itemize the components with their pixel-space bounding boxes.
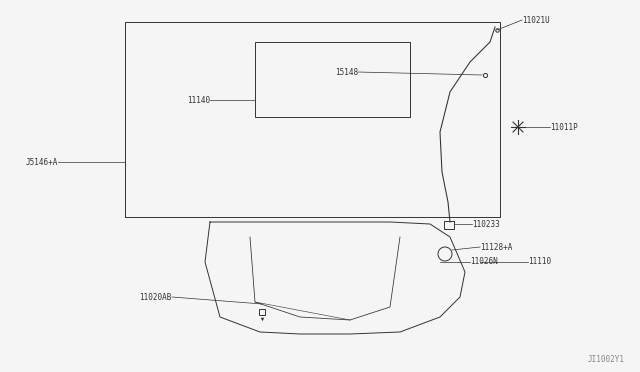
Text: 11011P: 11011P — [550, 122, 578, 131]
Text: 11026N: 11026N — [470, 257, 498, 266]
Text: 11128+A: 11128+A — [480, 243, 513, 251]
Text: 110233: 110233 — [472, 219, 500, 228]
Text: 11140: 11140 — [187, 96, 210, 105]
Bar — [444, 221, 454, 229]
Text: 15148: 15148 — [335, 67, 358, 77]
Text: 11020AB: 11020AB — [140, 292, 172, 301]
Text: 11021U: 11021U — [522, 16, 550, 25]
Text: JI1002Y1: JI1002Y1 — [588, 355, 625, 364]
Text: 11110: 11110 — [528, 257, 551, 266]
Bar — [255, 42, 410, 117]
Text: J5146+A: J5146+A — [26, 157, 58, 167]
